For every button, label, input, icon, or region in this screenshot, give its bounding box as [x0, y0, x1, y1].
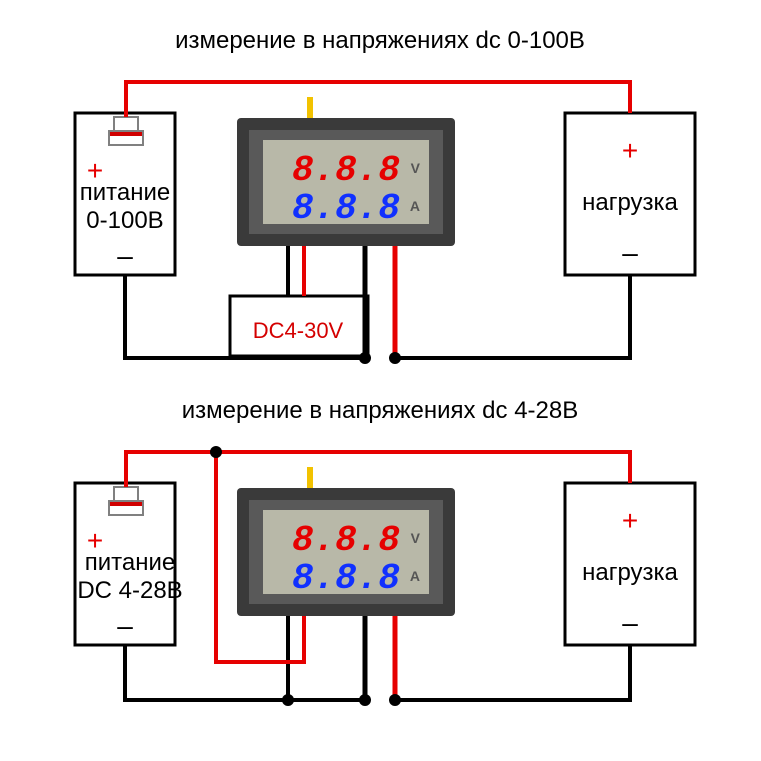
plus-load-top: + [622, 135, 638, 166]
plus-load-bottom: + [622, 505, 638, 536]
wire-red-bottom-main [126, 452, 630, 487]
node-top-1 [359, 352, 371, 364]
meter-a-unit-bottom: A [410, 568, 420, 584]
power-label-top: питание [80, 179, 170, 206]
node-bottom-1 [359, 694, 371, 706]
load-label-bottom: нагрузка [582, 559, 678, 586]
meter-v-digits-top: 8.8.8 [292, 150, 400, 191]
wire-black-bottom-right-top [395, 275, 630, 358]
minus-load-bottom: – [622, 607, 638, 638]
battery-tip-bottom [114, 487, 138, 501]
meter-a-unit-top: A [410, 198, 420, 214]
power-label-bottom: питание [85, 549, 175, 576]
meter-a-digits-top: 8.8.8 [292, 188, 400, 229]
wire-black-bottom-right-bottom [395, 645, 630, 700]
meter-v-unit-top: V [411, 160, 421, 176]
minus-power-bottom: – [117, 610, 133, 641]
title-top: измерение в напряжениях dc 0-100В [175, 27, 585, 54]
diagram-svg: измерение в напряжениях dc 0-100В + – пи… [0, 0, 761, 761]
aux-supply-label: DC4-30V [253, 318, 344, 343]
wire-black-bottom-left-bottom [125, 645, 365, 700]
node-bottom-red [210, 446, 222, 458]
node-bottom-0 [282, 694, 294, 706]
battery-band-bottom [110, 502, 142, 506]
power-range-bottom: DC 4-28В [77, 577, 182, 604]
minus-power-top: – [117, 240, 133, 271]
battery-band-top [110, 132, 142, 136]
meter-a-digits-bottom: 8.8.8 [292, 558, 400, 599]
wiring-diagram-page: измерение в напряжениях dc 0-100В + – пи… [0, 0, 761, 761]
minus-load-top: – [622, 237, 638, 268]
wire-black-bottom-left-top [125, 275, 365, 358]
meter-v-digits-bottom: 8.8.8 [292, 520, 400, 561]
wire-red-top-main [126, 82, 630, 117]
title-bottom: измерение в напряжениях dc 4-28В [182, 397, 579, 424]
power-range-top: 0-100В [86, 207, 163, 234]
load-label-top: нагрузка [582, 189, 678, 216]
node-top-2 [389, 352, 401, 364]
meter-v-unit-bottom: V [411, 530, 421, 546]
node-bottom-2 [389, 694, 401, 706]
battery-tip-top [114, 117, 138, 131]
